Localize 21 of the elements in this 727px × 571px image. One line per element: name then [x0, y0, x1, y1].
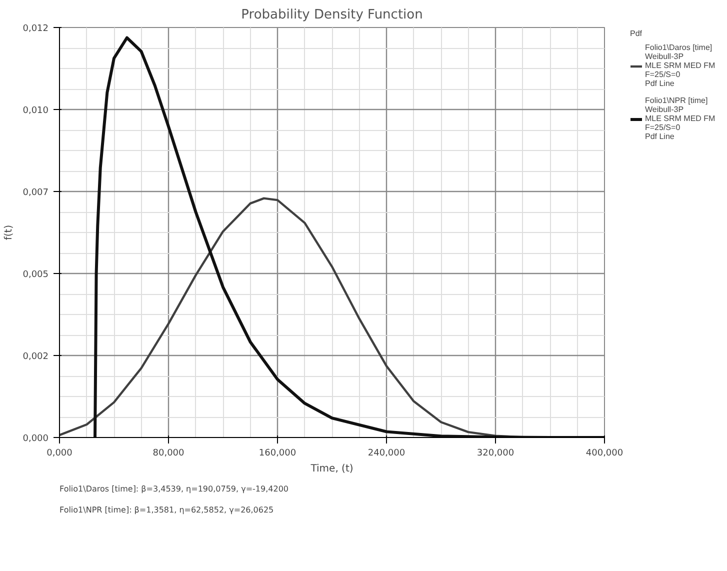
y-tick-label: 0,012	[22, 24, 48, 34]
x-tick-label: 160,000	[258, 448, 296, 458]
y-tick-label: 0,007	[22, 188, 48, 198]
y-tick-label: 0,000	[22, 434, 49, 444]
legend-title: Pdf	[630, 29, 644, 38]
y-tick-label: 0,005	[22, 270, 48, 280]
x-tick-label: 0,000	[46, 448, 73, 458]
x-axis-title: Time, (t)	[310, 464, 354, 474]
text: Folio1\Daros [time]: β=3,4539, η=190,0759, γ=-19,4200	[60, 484, 288, 494]
text: Folio1\NPR [time]: β=1,3581, η=62,5852, γ=26,0625	[60, 506, 274, 514]
legend-label: Folio1\Daros [time] Weibull-3P MLE SRM MED FM F=25/S=0 Pdf Line	[645, 43, 716, 88]
x-tick-label: 240,000	[368, 448, 406, 458]
chart-title: Probability Density Function	[241, 8, 423, 22]
x-tick-label: 400,000	[586, 448, 624, 458]
y-tick-label: 0,002	[22, 352, 48, 362]
y-tick-label: 0,010	[22, 106, 49, 116]
legend-label: Folio1\NPR [time] Weibull-3P MLE SRM MED FM F=25/S=0 Pdf Line	[645, 96, 716, 141]
x-tick-label: 80,000	[152, 448, 185, 458]
x-tick-label: 320,000	[476, 448, 514, 458]
y-axis-title: f(t)	[4, 224, 15, 240]
line-series	[94, 36, 604, 438]
